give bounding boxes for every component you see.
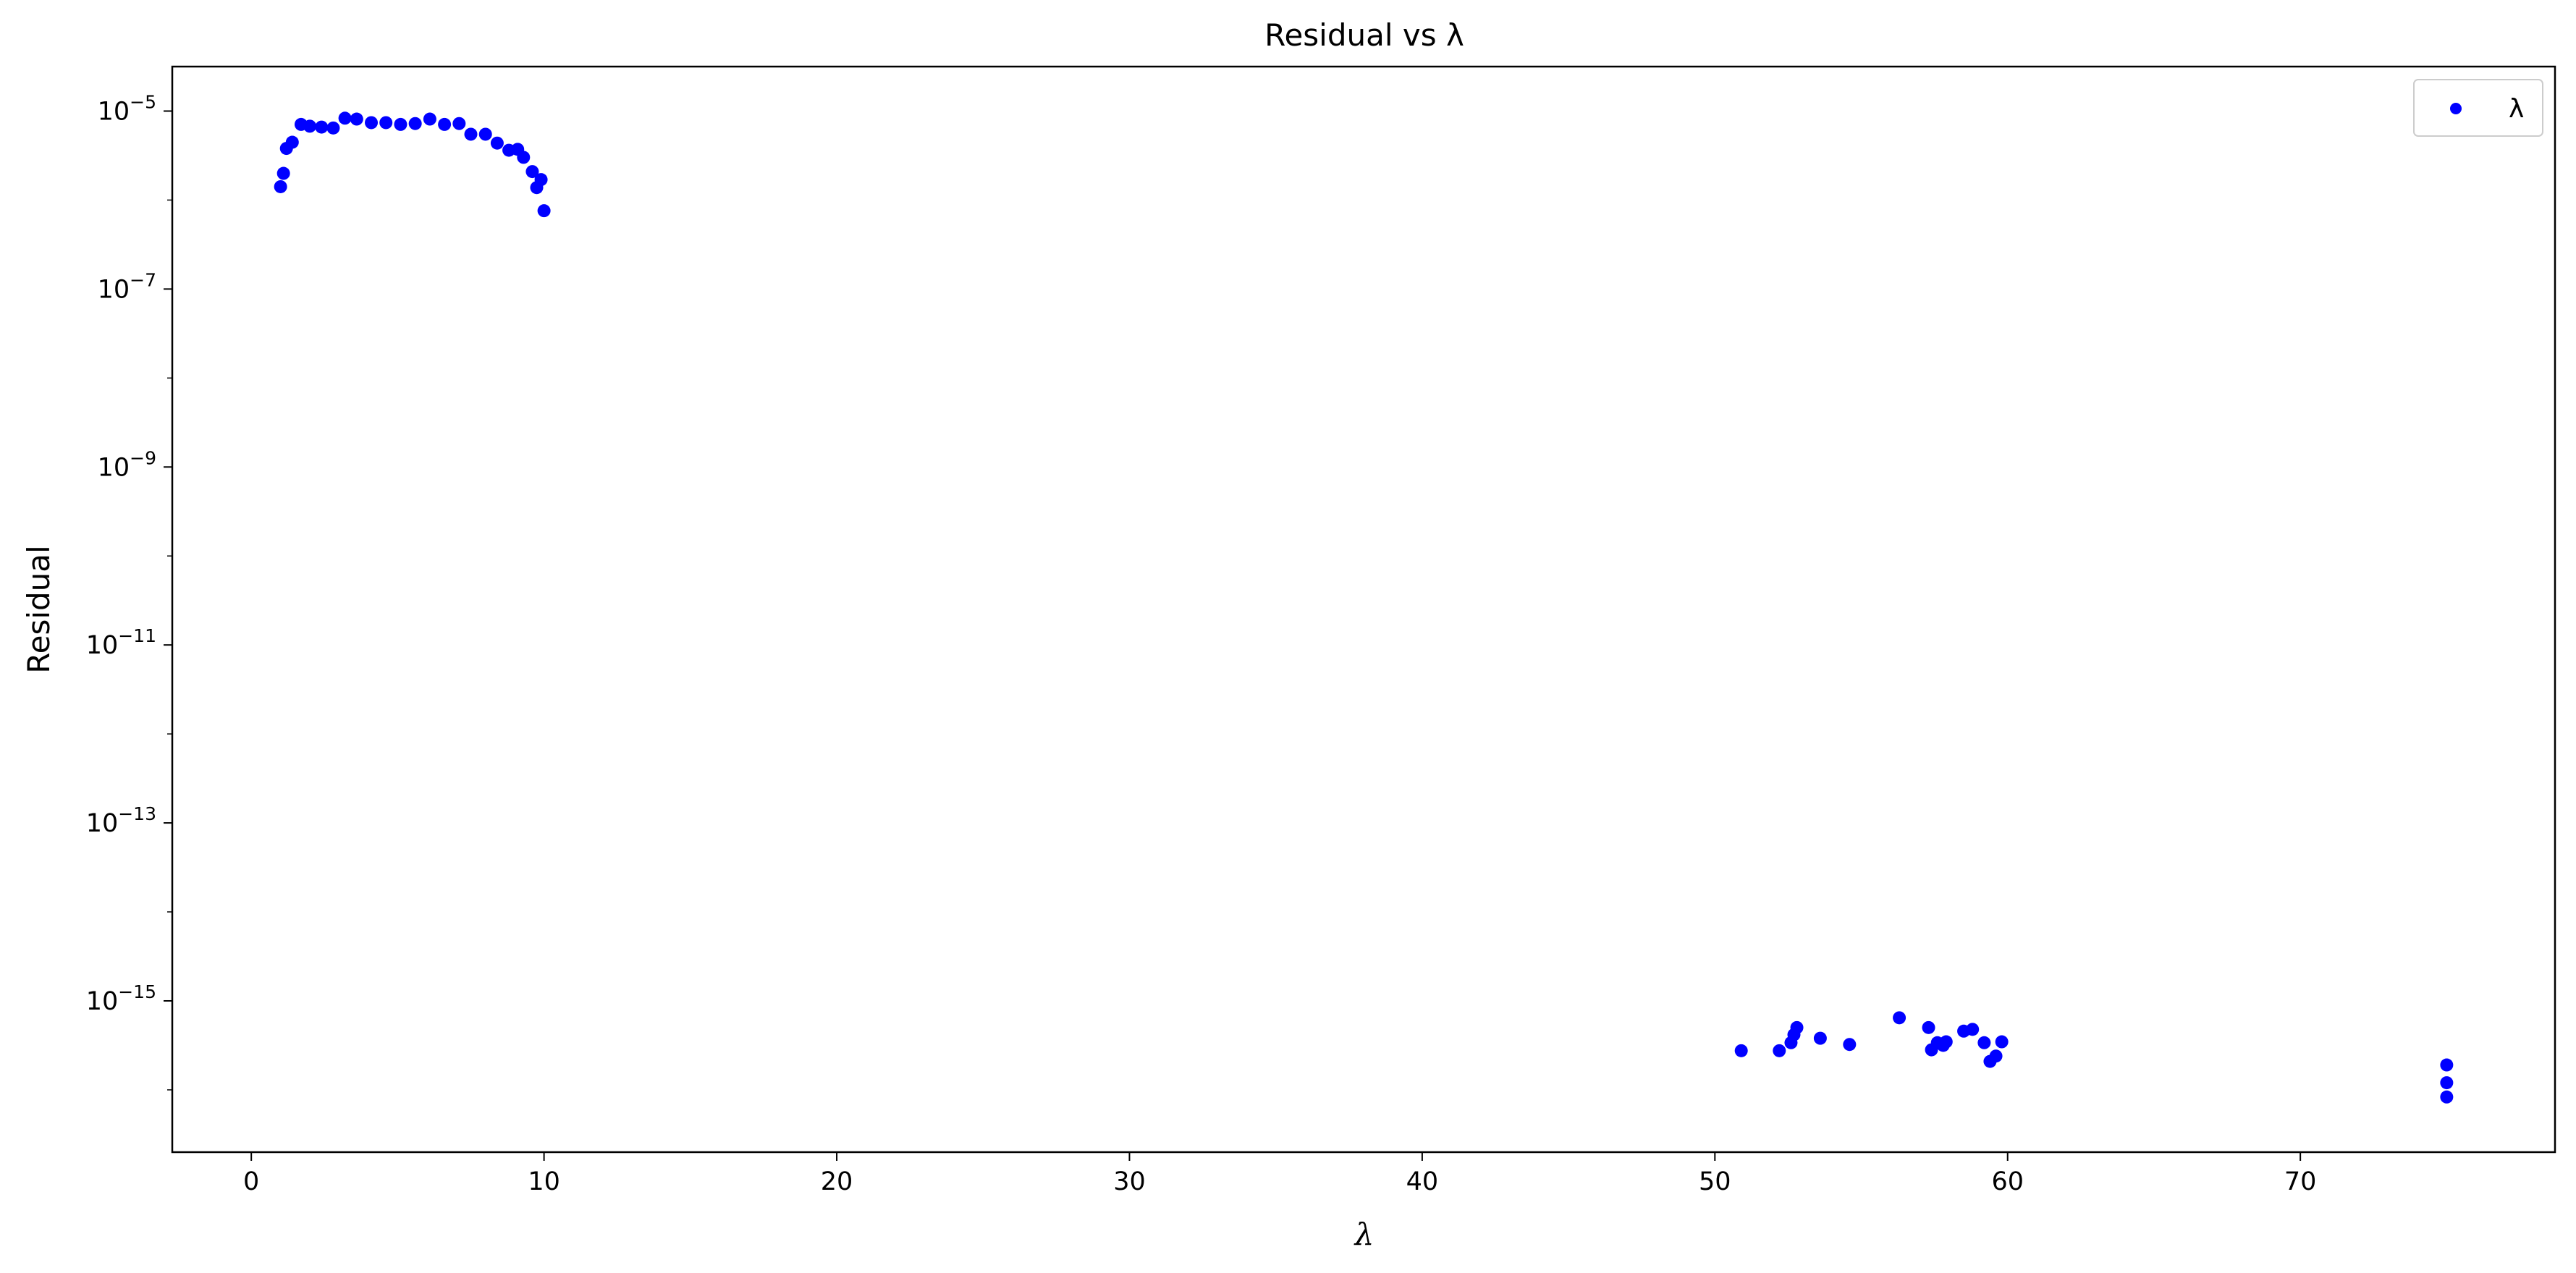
data-point	[1734, 1044, 1748, 1057]
data-point	[2440, 1058, 2454, 1072]
data-point	[452, 117, 466, 130]
x-tick-label: 60	[1991, 1167, 2024, 1196]
data-point	[534, 173, 548, 187]
x-tick-label: 30	[1113, 1167, 1146, 1196]
data-point	[408, 117, 422, 130]
legend-entry-label: λ	[2509, 94, 2524, 124]
data-point	[276, 166, 290, 180]
data-point	[365, 116, 379, 130]
data-point	[394, 117, 407, 131]
data-point	[423, 112, 436, 126]
x-tick-label: 40	[1406, 1167, 1439, 1196]
y-tick-label: 10−9	[98, 447, 156, 482]
data-point	[379, 116, 393, 130]
data-point	[1773, 1044, 1786, 1057]
data-point	[537, 204, 551, 218]
y-tick-label: 10−11	[86, 625, 156, 660]
y-tick-label: 10−15	[86, 981, 156, 1016]
x-tick-label: 0	[243, 1167, 259, 1196]
data-point	[478, 127, 492, 141]
data-point	[1977, 1036, 1991, 1049]
y-axis-ticks: 10−5 10−7 10−9 10−11 10−13 10−15	[86, 91, 172, 1091]
data-point	[2440, 1090, 2454, 1104]
data-point	[285, 135, 299, 149]
x-tick-label: 50	[1699, 1167, 1731, 1196]
chart-title: Residual vs λ	[1264, 17, 1464, 53]
data-point	[1966, 1023, 1980, 1036]
data-point	[338, 111, 352, 125]
data-point	[1893, 1011, 1906, 1025]
data-point	[1922, 1020, 1935, 1034]
plot-area-frame	[171, 65, 2556, 1154]
y-tick-label: 10−7	[98, 269, 156, 304]
data-point	[350, 112, 363, 126]
data-point	[315, 120, 329, 134]
data-point	[326, 121, 340, 135]
data-point	[1813, 1031, 1827, 1045]
y-axis-label: Residual	[21, 545, 56, 673]
legend: λ	[2413, 79, 2543, 137]
data-point	[438, 117, 452, 131]
x-tick-label: 10	[528, 1167, 560, 1196]
data-point	[525, 165, 539, 179]
data-point	[517, 151, 531, 164]
x-tick-label: 70	[2284, 1167, 2317, 1196]
data-point	[274, 179, 287, 193]
data-point	[1843, 1038, 1857, 1052]
legend-marker	[2450, 103, 2462, 114]
data-point	[490, 136, 504, 150]
data-points	[274, 111, 2454, 1104]
x-axis-ticks: 0 10 20 30 40 50 60 70	[243, 1152, 2316, 1196]
data-point	[464, 127, 478, 141]
x-tick-label: 20	[821, 1167, 853, 1196]
data-point	[1790, 1020, 1804, 1034]
data-point	[1995, 1035, 2009, 1049]
y-tick-label: 10−5	[98, 91, 156, 126]
data-point	[1989, 1049, 2003, 1063]
x-axis-label: λ	[1354, 1217, 1374, 1252]
data-point	[1939, 1035, 1953, 1049]
legend-box	[2413, 79, 2543, 137]
data-point	[2440, 1076, 2454, 1090]
y-tick-label: 10−13	[86, 803, 156, 838]
data-point	[303, 119, 317, 133]
